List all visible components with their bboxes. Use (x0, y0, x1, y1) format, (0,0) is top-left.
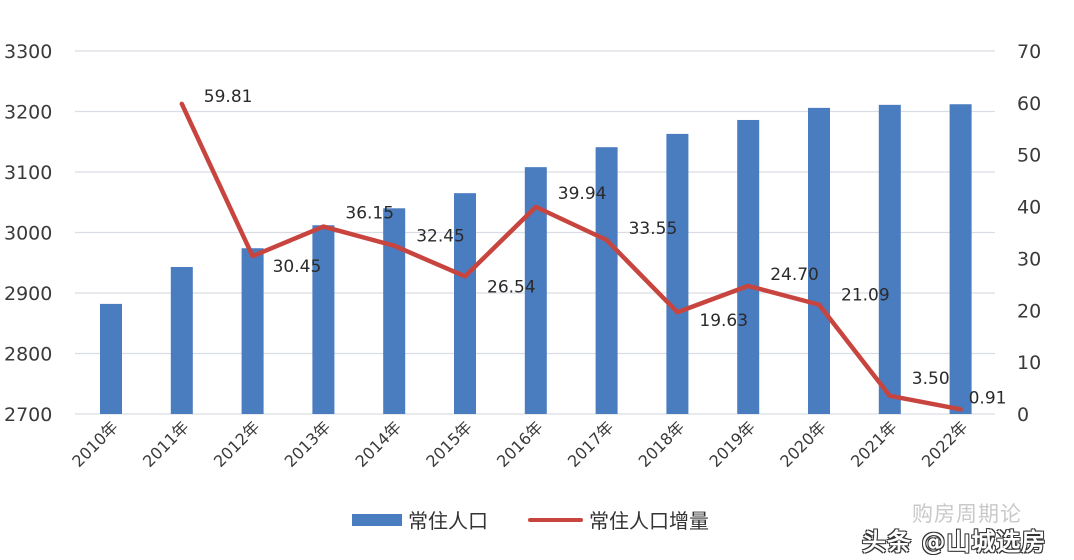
right-tick-label: 30 (1017, 248, 1041, 270)
x-tick-label: 2019年 (705, 417, 759, 471)
population-bars (100, 104, 972, 415)
left-tick-label: 3300 (4, 41, 52, 63)
left-tick-label: 3100 (4, 162, 52, 184)
bar (808, 107, 830, 415)
x-tick-label: 2015年 (422, 417, 476, 471)
x-tick-label: 2017年 (564, 417, 618, 471)
x-tick-label: 2021年 (847, 417, 901, 471)
data-label: 21.09 (841, 286, 890, 306)
bar-swatch-icon (352, 513, 402, 526)
left-tick-label: 3000 (4, 223, 52, 245)
right-y-axis: 0 10 20 30 40 50 60 70 (1017, 41, 1041, 426)
legend-label-population: 常住人口 (408, 509, 488, 533)
combo-chart: 2700 2800 2900 3000 3100 3200 3300 0 10 20 30 40 50… (4, 41, 1041, 471)
watermark-primary: 购房周期论 (912, 502, 1022, 526)
x-tick-label: 2010年 (68, 417, 122, 471)
right-tick-label: 60 (1017, 93, 1041, 115)
bar (241, 248, 264, 414)
right-tick-label: 10 (1017, 352, 1041, 374)
bar (100, 303, 122, 414)
right-tick-label: 70 (1017, 41, 1041, 63)
right-tick-label: 40 (1017, 197, 1041, 219)
bar (878, 104, 901, 414)
bar (949, 104, 972, 415)
data-labels: 59.81 30.45 36.15 32.45 26.54 39.94 33.55 19.63… (204, 87, 1007, 408)
line-swatch-icon (528, 517, 583, 522)
data-label: 33.55 (629, 219, 678, 239)
bar (524, 167, 547, 414)
x-tick-label: 2020年 (776, 417, 830, 471)
x-tick-label: 2018年 (635, 417, 689, 471)
right-tick-label: 20 (1017, 300, 1041, 322)
data-label: 0.91 (969, 388, 1007, 408)
x-tick-label: 2016年 (493, 417, 547, 471)
x-tick-label: 2011年 (139, 417, 193, 471)
data-label: 30.45 (273, 257, 322, 277)
bar (595, 147, 618, 414)
x-axis-labels: 2010年 2011年 2012年 2013年 2014年 2015年 2016年 2017年… (68, 417, 971, 471)
x-tick-label: 2013年 (281, 417, 335, 471)
data-label: 39.94 (558, 184, 607, 204)
legend-label-increase: 常住人口增量 (589, 509, 709, 533)
legend: 常住人口 常住人口增量 (352, 505, 709, 534)
data-label: 36.15 (345, 204, 394, 224)
increase-line (179, 101, 963, 412)
x-tick-label: 2012年 (210, 417, 264, 471)
bar (454, 193, 476, 414)
data-label: 19.63 (699, 311, 748, 331)
data-label: 59.81 (204, 87, 253, 107)
left-tick-label: 2900 (4, 283, 52, 305)
x-tick-label: 2014年 (351, 417, 405, 471)
watermark-secondary: 头条 @山城选房 (862, 528, 1047, 556)
left-tick-label: 2700 (4, 404, 52, 426)
x-tick-label: 2022年 (918, 417, 972, 471)
legend-item-increase: 常住人口增量 (528, 505, 709, 534)
data-label: 32.45 (416, 227, 465, 247)
bar (666, 133, 689, 414)
left-tick-label: 3200 (4, 102, 52, 124)
bar (383, 208, 406, 414)
population-increase-line (179, 101, 963, 412)
left-y-axis: 2700 2800 2900 3000 3100 3200 3300 (4, 41, 52, 426)
bar (737, 119, 760, 414)
right-tick-label: 0 (1017, 404, 1029, 426)
data-label: 3.50 (912, 369, 950, 389)
left-tick-label: 2800 (4, 344, 52, 366)
bar (312, 225, 335, 414)
bar (170, 266, 193, 414)
data-label: 24.70 (770, 265, 819, 285)
data-label: 26.54 (487, 277, 536, 297)
legend-item-population: 常住人口 (352, 505, 488, 534)
right-tick-label: 50 (1017, 145, 1041, 167)
